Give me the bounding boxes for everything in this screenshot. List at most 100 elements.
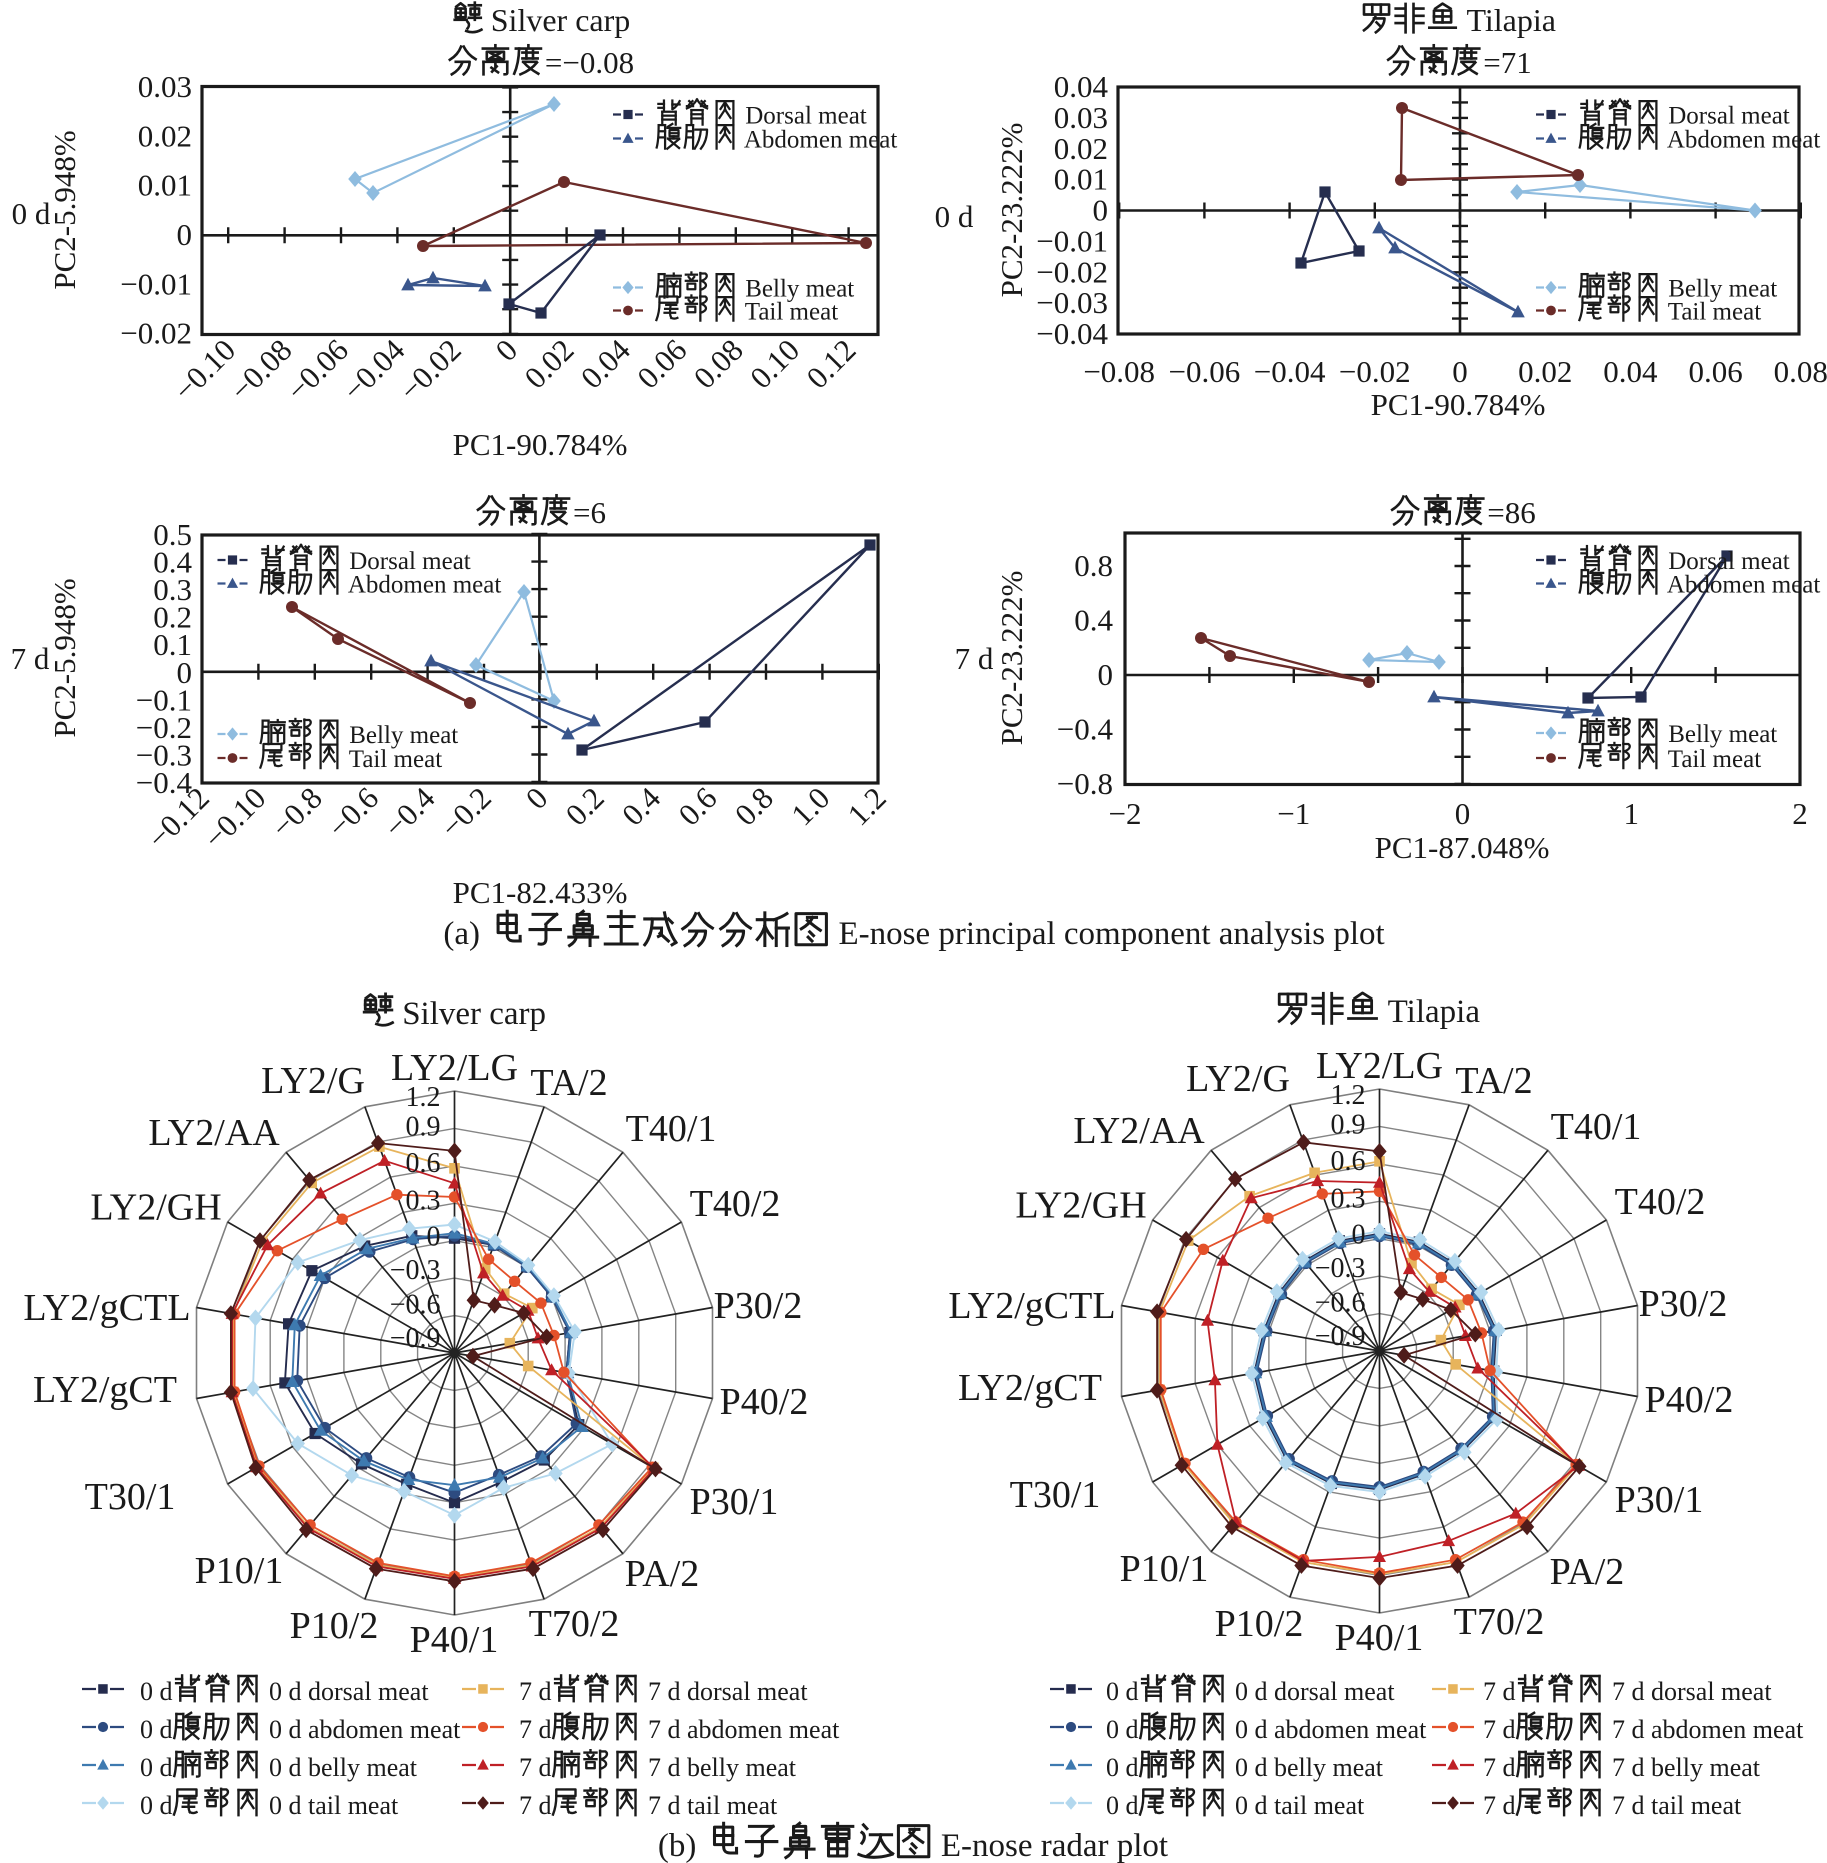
svg-text:0.1: 0.1 [153,627,192,662]
svg-text:LY2/GH: LY2/GH [90,1187,221,1229]
svg-text:P40/2: P40/2 [720,1381,809,1423]
svg-text:0 d tail meat: 0 d tail meat [263,1791,400,1820]
svg-text:=86: =86 [1487,495,1535,530]
svg-text:0.03: 0.03 [1054,100,1108,135]
svg-text:7 d: 7 d [519,1715,552,1744]
svg-text:Belly meat: Belly meat [1662,721,1777,748]
svg-text:T40/2: T40/2 [1615,1181,1706,1223]
svg-text:0: 0 [1352,1220,1366,1251]
svg-text:LY2/LG: LY2/LG [391,1047,518,1089]
svg-text:0 d dorsal meat: 0 d dorsal meat [1229,1677,1396,1706]
svg-text:7 d belly meat: 7 d belly meat [642,1753,797,1782]
svg-text:7 d: 7 d [1483,1677,1516,1706]
svg-text:−0.02: −0.02 [120,316,192,351]
svg-text:T40/1: T40/1 [1551,1106,1642,1148]
svg-text:−0.4: −0.4 [1057,712,1114,747]
svg-text:0.6: 0.6 [1331,1146,1366,1177]
svg-text:Tilapia: Tilapia [1380,994,1480,1030]
svg-text:−0.08: −0.08 [1083,354,1155,389]
svg-text:Belly meat: Belly meat [343,722,458,749]
svg-text:7 d: 7 d [1483,1715,1516,1744]
svg-text:T40/1: T40/1 [626,1108,717,1150]
svg-text:E-nose radar plot: E-nose radar plot [933,1828,1169,1863]
svg-text:7 d: 7 d [519,1753,552,1782]
svg-text:1: 1 [1624,796,1640,831]
svg-text:0 d abdomen meat: 0 d abdomen meat [263,1715,462,1744]
svg-text:0.08: 0.08 [1774,354,1827,389]
svg-text:Abdomen meat: Abdomen meat [1662,572,1820,599]
svg-text:0 d: 0 d [935,199,974,234]
svg-text:0.6: 0.6 [406,1148,441,1179]
svg-text:Abdomen meat: Abdomen meat [739,127,897,154]
svg-text:0: 0 [1093,193,1109,228]
svg-text:7 d: 7 d [955,641,994,676]
svg-text:Tail meat: Tail meat [343,746,442,773]
svg-text:−0.3: −0.3 [136,737,192,772]
svg-text:0.01: 0.01 [1054,162,1108,197]
svg-text:0.03: 0.03 [138,69,192,104]
svg-text:(b): (b) [658,1828,705,1863]
svg-text:PC1-90.784%: PC1-90.784% [453,427,628,462]
svg-text:7 d abdomen meat: 7 d abdomen meat [1606,1715,1805,1744]
svg-text:Tail meat: Tail meat [1662,746,1761,773]
svg-text:−0.4: −0.4 [136,765,193,800]
svg-text:=−0.08: =−0.08 [545,45,634,80]
svg-text:0: 0 [177,655,193,690]
svg-text:Dorsal meat: Dorsal meat [343,548,471,575]
svg-text:P30/2: P30/2 [1639,1283,1728,1325]
svg-text:0 d: 0 d [1106,1715,1139,1744]
svg-text:=6: =6 [573,495,606,530]
svg-text:7 d: 7 d [519,1791,552,1820]
svg-text:0.3: 0.3 [153,572,192,607]
svg-text:7 d tail meat: 7 d tail meat [1606,1791,1743,1820]
svg-text:TA/2: TA/2 [530,1062,607,1104]
svg-text:T70/2: T70/2 [529,1603,620,1645]
svg-text:PA/2: PA/2 [1550,1551,1625,1593]
svg-text:0 d tail meat: 0 d tail meat [1229,1791,1366,1820]
svg-text:PC2-23.222%: PC2-23.222% [994,571,1029,746]
svg-text:7 d: 7 d [11,641,50,676]
svg-text:−0.01: −0.01 [1036,223,1108,258]
svg-text:PC1-82.433%: PC1-82.433% [453,875,628,910]
svg-text:LY2/AA: LY2/AA [1073,1110,1205,1152]
svg-text:0.8: 0.8 [1074,548,1113,583]
svg-text:−0.04: −0.04 [1254,354,1326,389]
svg-text:Belly meat: Belly meat [739,276,854,303]
svg-text:P40/1: P40/1 [410,1619,499,1661]
svg-text:P30/2: P30/2 [714,1285,803,1327]
svg-text:LY2/gCTL: LY2/gCTL [948,1285,1115,1327]
svg-text:0.04: 0.04 [1603,354,1658,389]
svg-text:−0.9: −0.9 [390,1323,441,1354]
svg-text:7 d dorsal meat: 7 d dorsal meat [1606,1677,1773,1706]
svg-text:P40/2: P40/2 [1645,1379,1734,1421]
svg-text:0.3: 0.3 [406,1185,441,1216]
svg-text:P10/1: P10/1 [1120,1548,1209,1590]
svg-text:1.2: 1.2 [406,1082,441,1113]
svg-text:−0.01: −0.01 [120,266,192,301]
svg-text:−0.03: −0.03 [1036,285,1108,320]
svg-text:−0.6: −0.6 [1315,1288,1366,1319]
svg-text:T30/1: T30/1 [85,1476,176,1518]
svg-text:−0.3: −0.3 [390,1255,441,1286]
svg-text:Tilapia: Tilapia [1459,2,1556,38]
svg-text:0 d: 0 d [140,1677,173,1706]
svg-text:0 d: 0 d [1106,1753,1139,1782]
svg-text:−0.8: −0.8 [1057,766,1113,801]
svg-text:0.4: 0.4 [1074,603,1113,638]
svg-text:0.3: 0.3 [1331,1183,1366,1214]
svg-text:0: 0 [1452,354,1468,389]
svg-text:LY2/gCT: LY2/gCT [958,1367,1102,1409]
svg-text:T40/2: T40/2 [690,1183,781,1225]
svg-text:0.01: 0.01 [138,168,192,203]
svg-text:Silver carp: Silver carp [394,996,546,1032]
svg-text:2: 2 [1792,796,1808,831]
svg-text:0.9: 0.9 [1331,1109,1366,1140]
svg-text:0 d: 0 d [140,1715,173,1744]
svg-text:P30/1: P30/1 [1615,1479,1704,1521]
svg-text:P10/2: P10/2 [290,1605,379,1647]
svg-text:7 d: 7 d [519,1677,552,1706]
svg-text:LY2/gCTL: LY2/gCTL [23,1287,190,1329]
svg-text:(a): (a) [443,916,488,952]
svg-text:0 d belly meat: 0 d belly meat [1229,1753,1384,1782]
svg-text:0.04: 0.04 [1054,69,1109,104]
